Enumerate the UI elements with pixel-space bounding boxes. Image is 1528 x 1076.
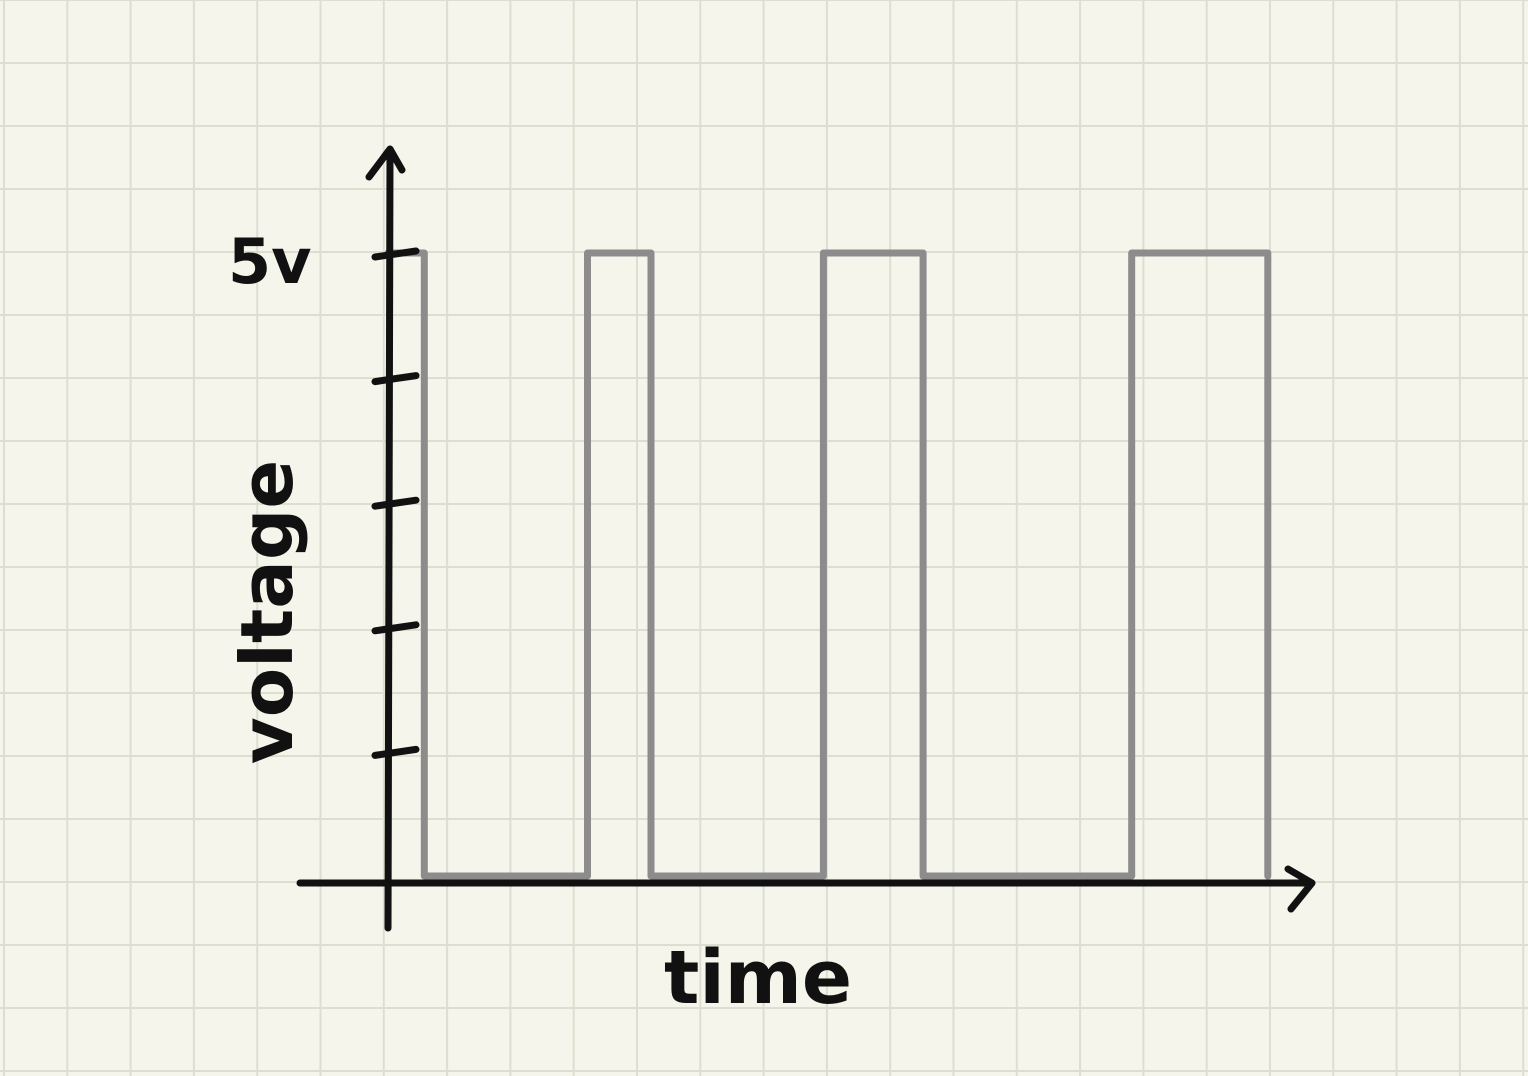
x-axis-arrow-icon (1284, 865, 1316, 913)
y-tick-1 (371, 745, 420, 759)
y-tick-label-5v: 5v (228, 225, 312, 298)
y-tick-2 (371, 621, 420, 635)
axes (296, 145, 1316, 932)
y-axis-arrow-icon (365, 145, 406, 181)
y-ticks (371, 247, 420, 759)
y-axis (384, 148, 394, 932)
axis-labels: 5v voltage time (225, 225, 852, 1021)
x-axis-label: time (664, 935, 852, 1021)
signal-layer (384, 249, 1272, 880)
y-tick-3 (371, 496, 420, 510)
signal-line-0 (384, 249, 1272, 880)
y-tick-5 (371, 247, 420, 261)
y-tick-4 (371, 372, 420, 386)
y-axis-label: voltage (225, 460, 309, 764)
